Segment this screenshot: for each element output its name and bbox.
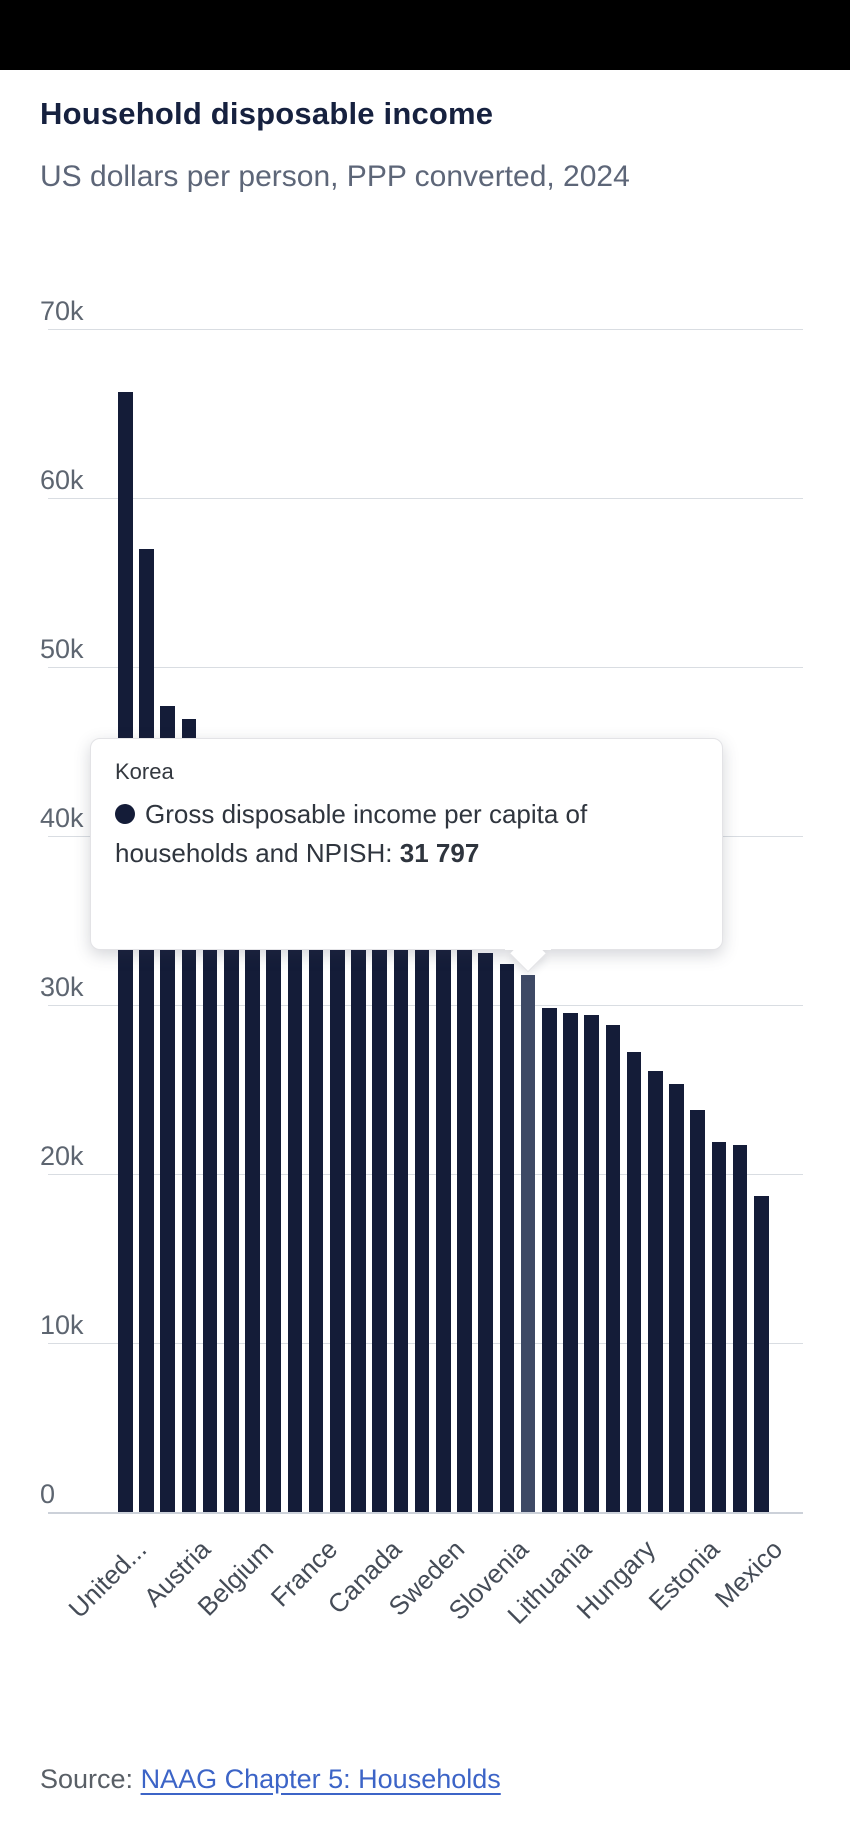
bar-23[interactable]: [584, 1015, 599, 1512]
bar-15[interactable]: [414, 915, 430, 1512]
gridline-0: [48, 1512, 803, 1514]
bar-8[interactable]: [266, 805, 281, 1512]
bar-1[interactable]: [118, 391, 133, 1512]
tooltip-country-label: Korea: [115, 759, 174, 784]
chart-title: Household disposable income: [40, 96, 494, 131]
tooltip-pointer-cover: [505, 924, 551, 950]
source-link[interactable]: NAAG Chapter 5: Households: [140, 1764, 501, 1794]
bar-9[interactable]: [287, 824, 303, 1512]
bar-2[interactable]: [139, 548, 154, 1512]
gridline-50k: [48, 667, 803, 668]
bar-22[interactable]: [563, 1013, 578, 1512]
tooltip-value: 31 797: [399, 838, 480, 868]
y-axis-label-50k: 50k: [40, 634, 84, 664]
bar-11[interactable]: [330, 857, 345, 1512]
bar-21[interactable]: [542, 1008, 557, 1512]
bar-24[interactable]: [605, 1025, 621, 1512]
bar-6[interactable]: [224, 763, 239, 1512]
gridline-60k: [48, 498, 803, 499]
tooltip-content: Korea Gross disposable income per capita…: [115, 759, 698, 873]
y-axis-label-10k: 10k: [40, 1310, 84, 1340]
bar-28[interactable]: [690, 1109, 705, 1512]
y-axis-label-40k: 40k: [40, 803, 84, 833]
series-dot-icon: [115, 804, 135, 824]
bar-18[interactable]: [478, 952, 493, 1512]
bar-7[interactable]: [245, 785, 260, 1512]
bar-17[interactable]: [457, 940, 472, 1512]
tooltip-series-line: Gross disposable income per capita of ho…: [115, 795, 698, 873]
y-axis-label-70k: 70k: [40, 296, 84, 326]
y-axis-label-0: 0: [40, 1479, 56, 1509]
bar-25[interactable]: [626, 1052, 642, 1512]
y-axis-label-60k: 60k: [40, 465, 84, 495]
bar-korea[interactable]: [520, 974, 536, 1512]
tooltip: Korea Gross disposable income per capita…: [90, 738, 723, 950]
bar-13[interactable]: [372, 888, 387, 1512]
bar-30[interactable]: [732, 1145, 748, 1512]
bar-14[interactable]: [393, 901, 409, 1512]
source-line: Source: NAAG Chapter 5: Households: [40, 1764, 501, 1795]
tooltip-series-label: Gross disposable income per capita of ho…: [115, 799, 588, 868]
source-prefix: Source:: [40, 1764, 141, 1794]
chart-subtitle: US dollars per person, PPP converted, 20…: [40, 160, 630, 193]
bar-16[interactable]: [436, 928, 451, 1512]
bar-27[interactable]: [669, 1084, 684, 1512]
bar-26[interactable]: [648, 1070, 663, 1512]
y-axis-label-30k: 30k: [40, 972, 84, 1002]
top-black-bar: [0, 0, 850, 70]
bar-31[interactable]: [754, 1195, 769, 1512]
bar-10[interactable]: [308, 842, 324, 1512]
gridline-70k: [48, 329, 803, 330]
bar-12[interactable]: [351, 873, 366, 1512]
bar-29[interactable]: [711, 1141, 727, 1512]
y-axis-label-20k: 20k: [40, 1141, 84, 1171]
bar-19[interactable]: [499, 964, 515, 1512]
